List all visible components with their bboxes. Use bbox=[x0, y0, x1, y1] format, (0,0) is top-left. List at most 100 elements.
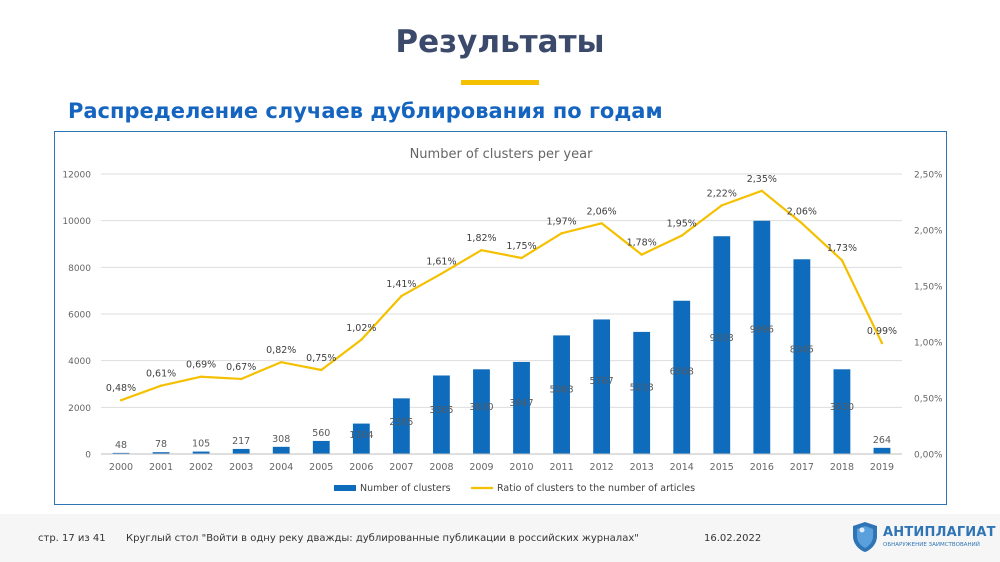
ratio-value-label: 2,22% bbox=[707, 188, 737, 199]
bar-value-label: 3630 bbox=[830, 402, 854, 413]
bar-value-label: 264 bbox=[873, 435, 891, 446]
y-left-tick-label: 2000 bbox=[68, 404, 91, 414]
bar bbox=[633, 331, 651, 454]
x-tick-label: 2018 bbox=[830, 462, 854, 473]
ratio-value-label: 1,82% bbox=[466, 233, 496, 244]
x-tick-label: 2005 bbox=[309, 462, 333, 473]
bar-value-label: 8345 bbox=[790, 345, 814, 356]
chart-frame: Number of clusters per year 0 2000 4000 600… bbox=[54, 131, 947, 505]
ratio-point bbox=[239, 377, 243, 381]
x-tick-label: 2009 bbox=[469, 462, 493, 473]
ratio-value-label: 1,02% bbox=[346, 323, 376, 334]
ratio-point bbox=[400, 294, 403, 298]
x-tick-label: 2016 bbox=[750, 462, 774, 473]
ratio-value-label: 2,06% bbox=[587, 206, 617, 217]
bar bbox=[793, 259, 811, 454]
ratio-line bbox=[120, 189, 883, 402]
x-tick-label: 2008 bbox=[429, 462, 453, 473]
bar-value-label: 5083 bbox=[549, 384, 573, 395]
bar bbox=[673, 300, 691, 454]
x-tick-label: 2001 bbox=[149, 462, 173, 473]
slide-title: Результаты bbox=[395, 24, 605, 60]
y-left-tick-label: 12000 bbox=[62, 171, 91, 181]
bar bbox=[112, 452, 130, 454]
ratio-value-label: 1,41% bbox=[386, 279, 416, 290]
ratio-value-label: 2,06% bbox=[787, 206, 817, 217]
ratio-point bbox=[440, 272, 443, 275]
bar-value-label: 9996 bbox=[750, 325, 774, 336]
bar-value-label: 560 bbox=[312, 428, 330, 439]
page-counter: стр. 17 из 41 bbox=[38, 533, 106, 544]
bar bbox=[593, 319, 611, 454]
y-left-tick-label: 8000 bbox=[68, 264, 91, 274]
ratio-value-label: 1,73% bbox=[827, 243, 857, 254]
x-tick-label: 2004 bbox=[269, 462, 293, 473]
bar-value-label: 5767 bbox=[590, 376, 614, 387]
bar bbox=[232, 448, 250, 454]
event-title: Круглый стол "Войти в одну реку дважды: … bbox=[126, 533, 639, 544]
ratio-point bbox=[640, 253, 643, 256]
bar-value-label: 2385 bbox=[389, 417, 413, 428]
x-tick-label: 2013 bbox=[630, 462, 654, 473]
bar bbox=[473, 369, 490, 454]
shield-icon bbox=[853, 522, 877, 552]
y-right-tick-label: 2,00% bbox=[914, 227, 943, 237]
y-left-tick-label: 6000 bbox=[68, 311, 91, 321]
y-right-tick-label: 2,50% bbox=[914, 171, 943, 181]
bar-value-label: 105 bbox=[192, 439, 210, 450]
ratio-point bbox=[720, 204, 723, 207]
legend-swatch-bars bbox=[334, 485, 356, 491]
title-underline bbox=[461, 80, 539, 85]
bar-value-label: 308 bbox=[272, 434, 290, 445]
bar-value-label: 6568 bbox=[670, 366, 694, 377]
ratio-value-label: 0,99% bbox=[867, 326, 897, 337]
y-left-tick-label: 0 bbox=[85, 451, 91, 461]
legend-label-bars: Number of clusters bbox=[360, 483, 451, 494]
ratio-point bbox=[760, 189, 764, 192]
y-right-tick-label: 1,00% bbox=[914, 339, 943, 349]
bar bbox=[433, 375, 450, 454]
bar bbox=[312, 440, 330, 454]
ratio-value-label: 1,61% bbox=[426, 257, 456, 268]
bar bbox=[352, 423, 370, 454]
ratio-value-label: 0,69% bbox=[186, 360, 216, 371]
x-tick-label: 2019 bbox=[870, 462, 894, 473]
clusters-chart: Number of clusters per year 0 2000 4000 600… bbox=[62, 147, 943, 494]
x-tick-label: 2012 bbox=[590, 462, 614, 473]
x-tick-label: 2010 bbox=[509, 462, 533, 473]
bar-value-label: 78 bbox=[155, 439, 167, 450]
ratio-point bbox=[320, 368, 323, 372]
y-right-tick-label: 0,00% bbox=[914, 451, 943, 461]
ratio-value-label: 0,75% bbox=[306, 353, 336, 364]
bar bbox=[272, 446, 290, 454]
x-tick-label: 2014 bbox=[670, 462, 694, 473]
logo-name: АНТИПЛАГИАТ bbox=[883, 525, 996, 540]
ratio-value-label: 1,78% bbox=[627, 238, 657, 249]
bar-value-label: 3947 bbox=[509, 398, 533, 409]
ratio-value-label: 0,67% bbox=[226, 362, 256, 373]
ratio-value-label: 0,82% bbox=[266, 345, 296, 356]
ratio-point bbox=[360, 338, 363, 341]
ratio-point bbox=[600, 222, 603, 225]
antiplagiat-logo: АНТИПЛАГИАТ ОБНАРУЖЕНИЕ ЗАИМСТВОВАНИЙ bbox=[852, 521, 996, 555]
ratio-point bbox=[680, 234, 683, 237]
legend-label-line: Ratio of clusters to the number of artic… bbox=[497, 483, 695, 494]
ratio-value-label: 0,61% bbox=[146, 369, 176, 380]
bar bbox=[833, 369, 851, 454]
bar bbox=[553, 335, 570, 454]
bar bbox=[152, 452, 170, 454]
bar-value-label: 1304 bbox=[349, 430, 373, 441]
bar-value-label: 5233 bbox=[630, 383, 654, 394]
ratio-value-label: 1,97% bbox=[546, 216, 576, 227]
x-tick-label: 2002 bbox=[189, 462, 213, 473]
ratio-point bbox=[480, 248, 483, 252]
logo-tagline: ОБНАРУЖЕНИЕ ЗАИМСТВОВАНИЙ bbox=[883, 542, 980, 548]
x-tick-label: 2007 bbox=[389, 462, 413, 473]
ratio-point bbox=[560, 232, 563, 235]
bar-value-label: 48 bbox=[115, 440, 127, 451]
y-left-tick-label: 4000 bbox=[68, 357, 91, 367]
slide-subtitle: Распределение случаев дублирования по го… bbox=[68, 99, 663, 123]
x-tick-label: 2000 bbox=[109, 462, 133, 473]
bar bbox=[392, 398, 410, 454]
bar-value-label: 3365 bbox=[429, 405, 453, 416]
